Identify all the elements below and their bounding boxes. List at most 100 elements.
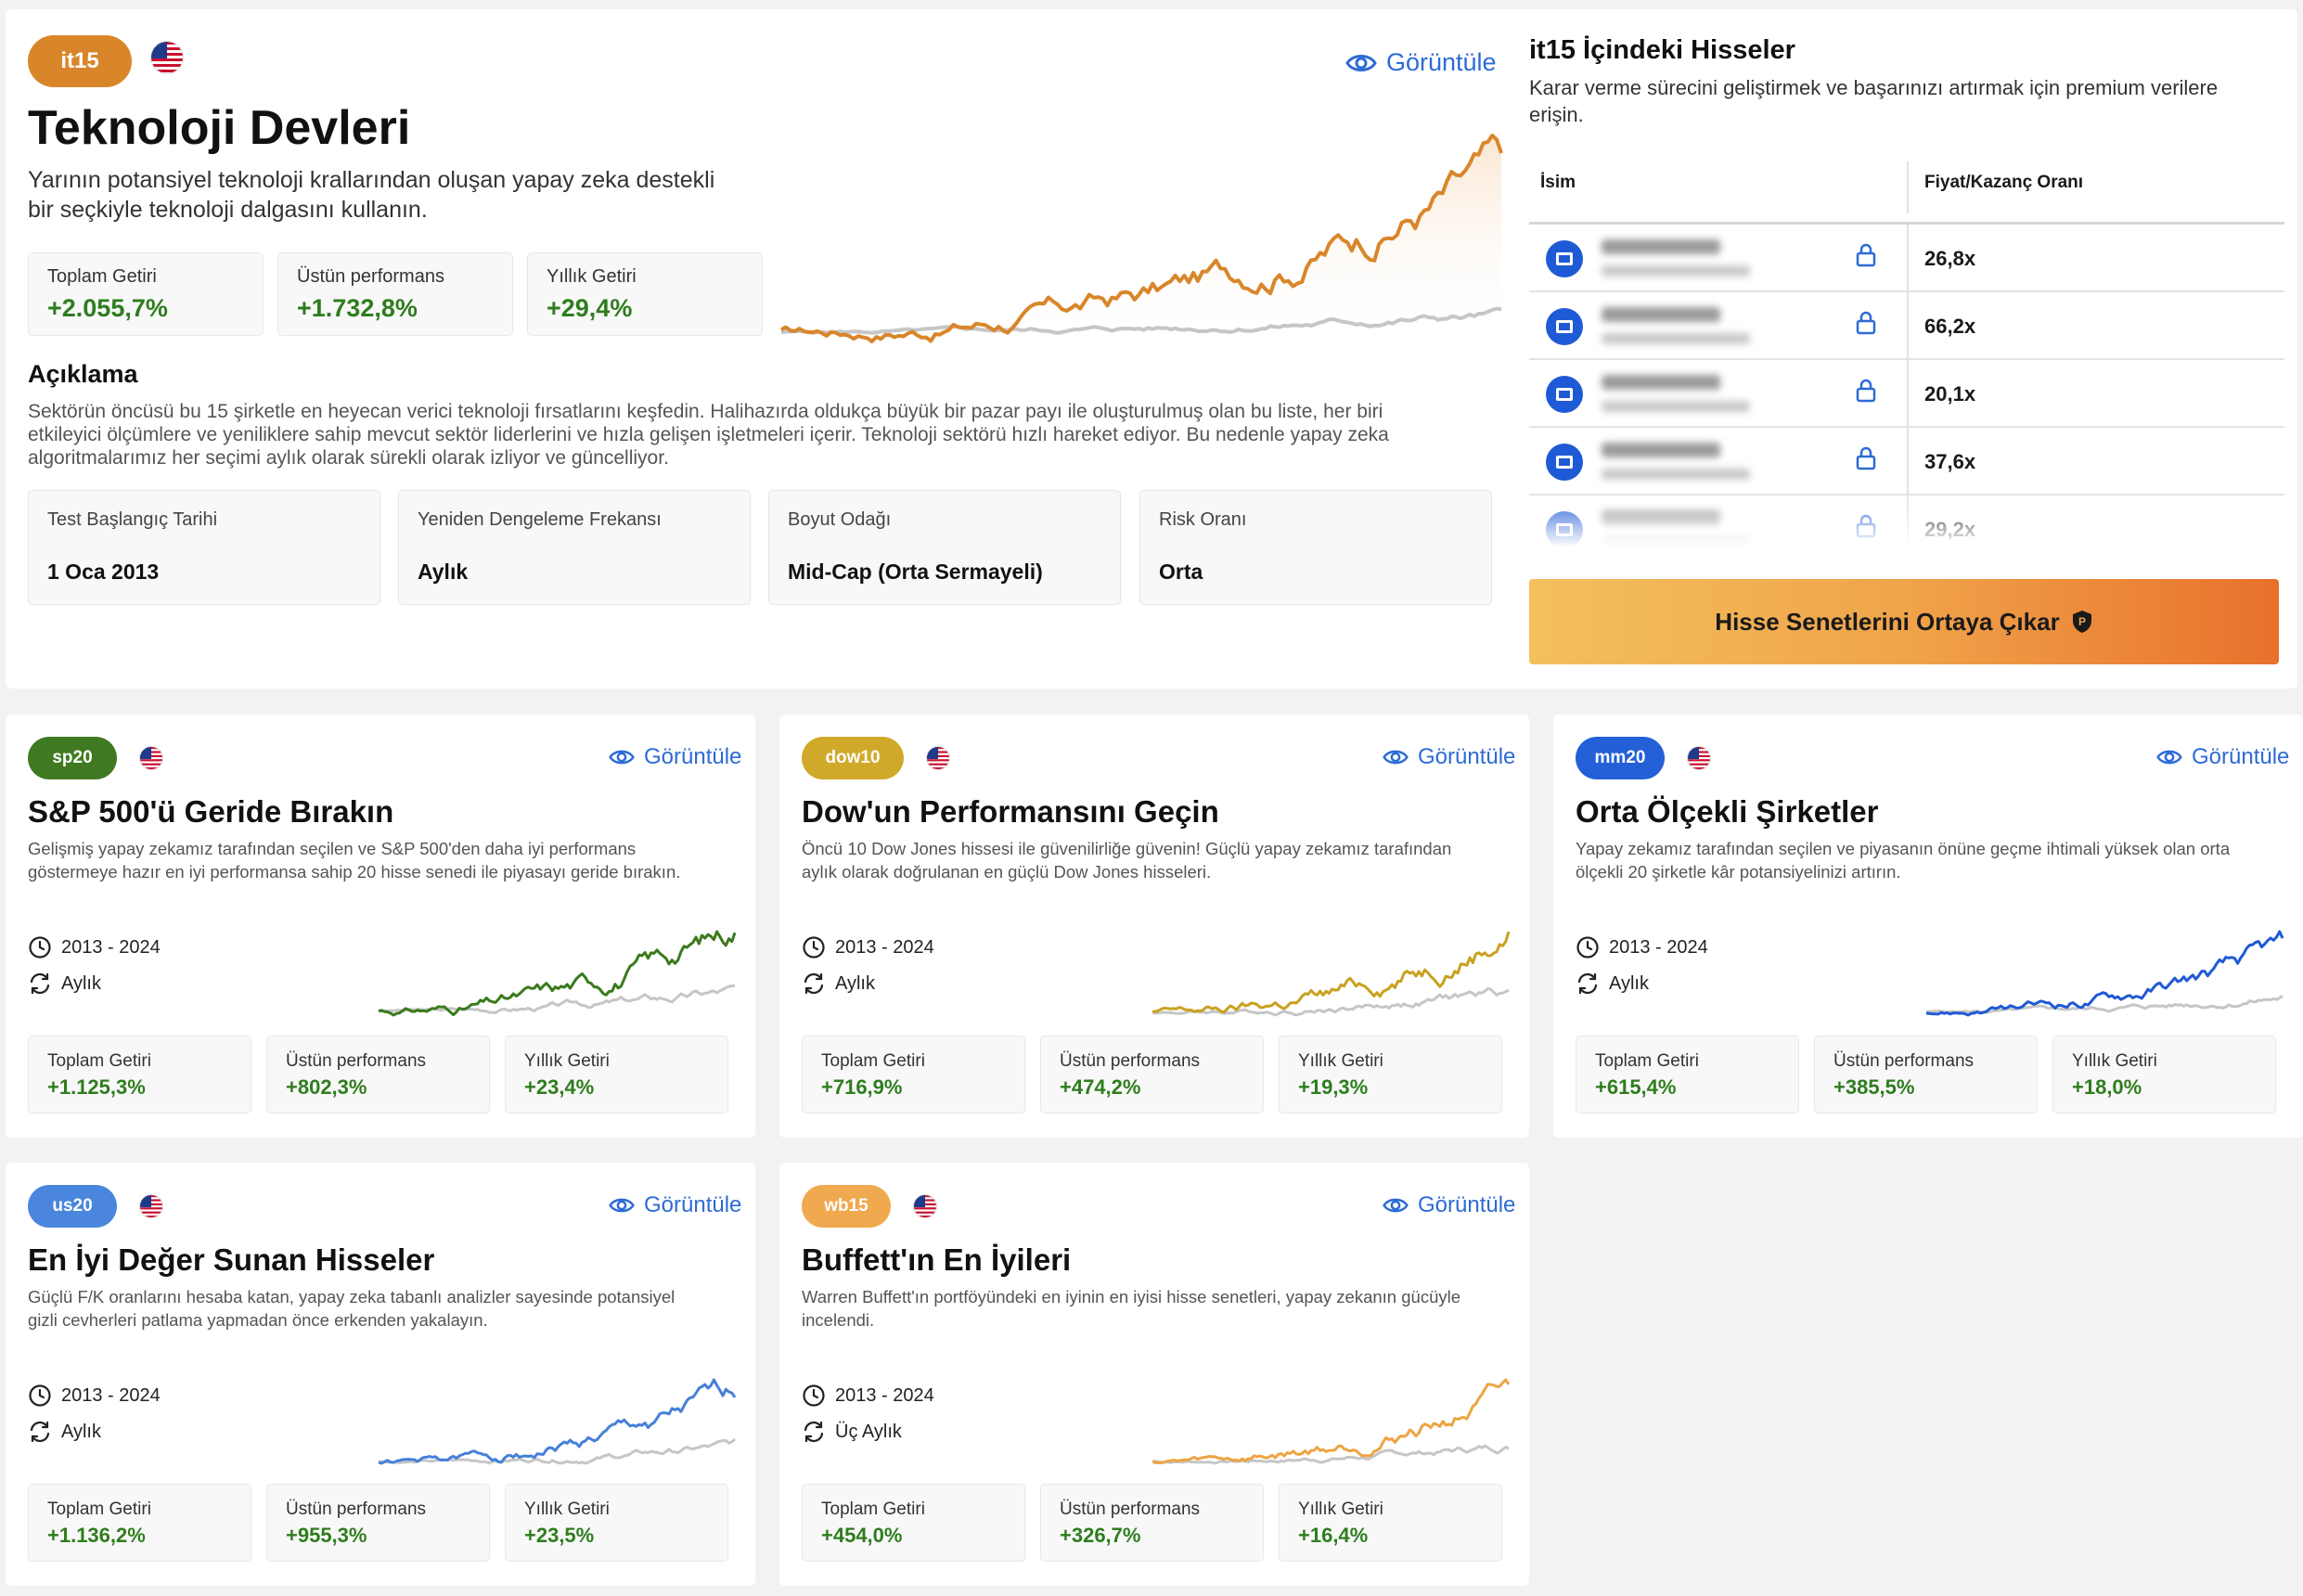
stat-outperformance: Üstün performans +474,2%: [1040, 1036, 1264, 1113]
view-button[interactable]: Görüntüle: [609, 1192, 741, 1218]
portfolio-badge[interactable]: it15: [28, 35, 132, 87]
frequency-text: Aylık: [1609, 972, 1649, 994]
performance-chart: [378, 1378, 737, 1465]
frequency-text: Aylık: [61, 972, 101, 994]
view-button[interactable]: Görüntüle: [609, 744, 741, 770]
info-size-focus: Boyut Odağı Mid-Cap (Orta Sermayeli): [768, 490, 1121, 605]
portfolio-badge[interactable]: sp20: [28, 737, 117, 779]
portfolio-line: [1152, 931, 1511, 1014]
portfolio-title: En İyi Değer Sunan Hisseler: [28, 1242, 435, 1277]
portfolio-description-line2: göstermeye hazır en iyi performansa sahi…: [28, 862, 681, 882]
portfolio-title: Dow'un Performansını Geçin: [802, 794, 1219, 829]
page-title: Teknoloji Devleri: [28, 101, 411, 155]
stat-annual-return: Yıllık Getiri +16,4%: [1279, 1484, 1502, 1562]
backtest-period: 2013 - 2024: [1576, 935, 1708, 959]
stat-value: +16,4%: [1298, 1524, 1369, 1547]
description-line2: etkileyici ölçümlere ve yeniliklere sahi…: [28, 424, 1389, 445]
refresh-icon: [30, 1421, 50, 1443]
holding-row[interactable]: 66,2x: [1529, 292, 2284, 360]
stat-outperformance: Üstün performans +955,3%: [266, 1484, 490, 1562]
portfolio-badge[interactable]: wb15: [802, 1185, 891, 1228]
us-flag-icon: [1687, 746, 1711, 770]
period-text: 2013 - 2024: [835, 1384, 934, 1406]
stat-value: +2.055,7%: [47, 294, 168, 322]
company-ticker-hidden: [1602, 333, 1750, 344]
reveal-stocks-button[interactable]: Hisse Senetlerini Ortaya Çıkar P: [1529, 579, 2279, 664]
info-label: Boyut Odağı: [788, 509, 892, 530]
holding-row[interactable]: 37,6x: [1529, 428, 2284, 496]
column-divider: [1907, 292, 1909, 360]
info-backtest-start: Test Başlangıç Tarihi 1 Oca 2013: [28, 490, 380, 605]
portfolio-card-dow10[interactable]: dow10 Görüntüle Dow'un Performansını Geç…: [779, 714, 1529, 1138]
view-button[interactable]: Görüntüle: [1383, 1192, 1515, 1218]
portfolio-description-line1: Güçlü F/K oranlarını hesaba katan, yapay…: [28, 1287, 675, 1306]
refresh-icon: [1577, 972, 1598, 995]
portfolio-card-us20[interactable]: us20 Görüntüle En İyi Değer Sunan Hissel…: [6, 1163, 755, 1586]
portfolio-card-mm20[interactable]: mm20 Görüntüle Orta Ölçekli Şirketler Ya…: [1553, 714, 2303, 1138]
stat-label: Yıllık Getiri: [524, 1499, 610, 1519]
performance-chart: [1152, 1378, 1511, 1465]
frequency-text: Üç Aylık: [835, 1421, 902, 1442]
view-button[interactable]: Görüntüle: [1383, 744, 1515, 770]
holdings-subtitle-line1: Karar verme sürecini geliştirmek ve başa…: [1529, 76, 2219, 99]
portfolio-badge[interactable]: mm20: [1576, 737, 1665, 779]
company-ticker-hidden: [1602, 265, 1750, 277]
period-text: 2013 - 2024: [61, 1384, 161, 1406]
clock-icon: [803, 936, 825, 959]
info-value: 1 Oca 2013: [47, 560, 160, 584]
company-name-hidden: [1602, 307, 1720, 322]
portfolio-description-line1: Warren Buffett'ın portföyündeki en iyini…: [802, 1287, 1461, 1306]
holdings-title: it15 İçindeki Hisseler: [1529, 35, 1795, 65]
us-flag-icon: [926, 746, 950, 770]
portfolio-badge[interactable]: us20: [28, 1185, 117, 1228]
portfolio-card-sp20[interactable]: sp20 Görüntüle S&P 500'ü Geride Bırakın …: [6, 714, 755, 1138]
stat-label: Toplam Getiri: [47, 1051, 151, 1071]
view-button[interactable]: Görüntüle: [2156, 744, 2289, 770]
benchmark-line: [378, 984, 736, 1015]
pe-ratio-value: 66,2x: [1924, 315, 1976, 338]
company-logo-icon: [1546, 240, 1583, 277]
stat-annual-return: Yıllık Getiri +29,4%: [527, 252, 763, 336]
holding-row[interactable]: 26,8x: [1529, 225, 2284, 292]
company-ticker-hidden: [1602, 469, 1750, 480]
portfolio-card-wb15[interactable]: wb15 Görüntüle Buffett'ın En İyileri War…: [779, 1163, 1529, 1586]
stat-total-return: Toplam Getiri +1.125,3%: [28, 1036, 251, 1113]
stat-label: Üstün performans: [1833, 1051, 1975, 1071]
rebalance-frequency: Aylık: [28, 1420, 101, 1444]
performance-chart: [1925, 930, 2284, 1017]
stat-label: Yıllık Getiri: [2072, 1051, 2157, 1071]
fade-overlay: [1529, 492, 2284, 547]
stat-outperformance: Üstün performans +326,7%: [1040, 1484, 1264, 1562]
lock-icon: [1856, 311, 1876, 335]
holding-row[interactable]: 20,1x: [1529, 360, 2284, 428]
info-value: Aylık: [418, 560, 469, 584]
stat-total-return: Toplam Getiri +1.136,2%: [28, 1484, 251, 1562]
backtest-period: 2013 - 2024: [802, 935, 934, 959]
backtest-period: 2013 - 2024: [802, 1384, 934, 1408]
stat-value: +716,9%: [821, 1075, 903, 1099]
holdings-subtitle-line2: erişin.: [1529, 103, 1584, 126]
company-name-hidden: [1602, 239, 1720, 254]
refresh-icon: [804, 1421, 824, 1443]
portfolio-badge[interactable]: dow10: [802, 737, 904, 779]
view-label: Görüntüle: [1386, 48, 1497, 76]
pe-ratio-value: 20,1x: [1924, 382, 1976, 405]
stat-label: Üstün performans: [297, 266, 444, 287]
us-flag-icon: [139, 1194, 163, 1218]
pe-ratio-value: 37,6x: [1924, 450, 1976, 473]
stat-value: +23,4%: [524, 1075, 595, 1099]
chart-area: [781, 135, 1501, 345]
stat-annual-return: Yıllık Getiri +23,4%: [505, 1036, 728, 1113]
period-text: 2013 - 2024: [1609, 936, 1708, 958]
refresh-icon: [804, 972, 824, 995]
info-label: Yeniden Dengeleme Frekansı: [418, 509, 662, 530]
view-button[interactable]: Görüntüle: [1345, 48, 1497, 77]
stat-label: Yıllık Getiri: [1298, 1051, 1383, 1071]
period-text: 2013 - 2024: [61, 936, 161, 958]
stat-value: +454,0%: [821, 1524, 903, 1547]
stat-value: +19,3%: [1298, 1075, 1369, 1099]
holdings-table: İsim Fiyat/Kazanç Oranı 26,8x 66,2x 20,1…: [1529, 148, 2284, 547]
stat-value: +615,4%: [1595, 1075, 1677, 1099]
rebalance-frequency: Aylık: [802, 972, 875, 996]
us-flag-icon: [139, 746, 163, 770]
